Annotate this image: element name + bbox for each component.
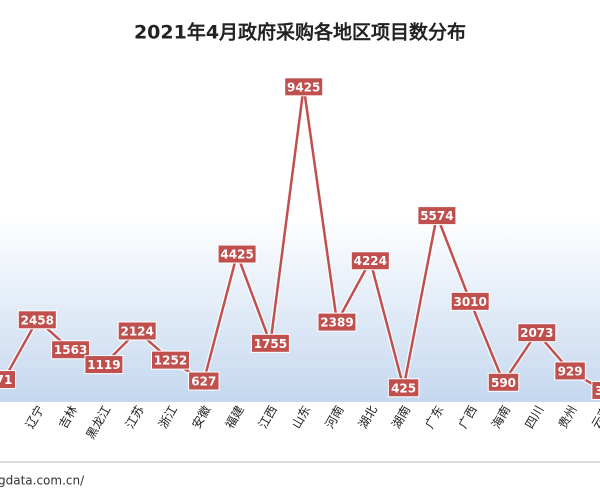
chart-title: 2021年4月政府采购各地区项目数分布 (134, 21, 466, 44)
value-label: 34 (595, 384, 600, 398)
value-label: 2389 (320, 316, 353, 330)
value-label: 1119 (87, 358, 120, 372)
value-label: 3010 (453, 295, 486, 309)
value-label: 425 (391, 381, 416, 395)
label-box (591, 380, 600, 400)
label-box (387, 378, 420, 398)
value-label: 2124 (120, 324, 153, 338)
x-tick-label: 江西 (256, 403, 280, 431)
value-label: 929 (558, 364, 583, 378)
value-label: 1755 (254, 337, 287, 351)
value-label: 2458 (21, 313, 54, 327)
label-box (17, 310, 57, 330)
label-box (450, 291, 490, 311)
x-tick-label: 浙江 (156, 403, 180, 431)
value-label: 627 (191, 375, 216, 389)
value-label: 4224 (354, 254, 387, 268)
value-label: 5574 (420, 209, 453, 223)
value-label: 1252 (154, 354, 187, 368)
x-tick-label: 广东 (422, 403, 446, 431)
label-box (517, 323, 557, 343)
label-box (350, 251, 390, 271)
value-label: 9425 (287, 80, 320, 94)
x-tick-label: 湖北 (355, 403, 380, 431)
x-tick-label: 安徽 (188, 403, 213, 431)
value-label: 71 (0, 373, 12, 387)
label-box (487, 372, 520, 392)
x-tick-label: 海南 (488, 403, 513, 431)
value-label: 2073 (520, 326, 553, 340)
x-tick-label: 湖南 (388, 403, 413, 431)
value-label: 590 (491, 376, 516, 390)
x-tick-label: 广西 (456, 403, 480, 431)
source: gdata.com.cn/ (0, 474, 85, 488)
x-tick-label: 黑龙江 (83, 403, 113, 441)
label-box (51, 340, 91, 360)
x-tick-label: 吉林 (56, 403, 80, 431)
x-tick-label: 福建 (222, 403, 247, 431)
value-label: 1563 (54, 343, 87, 357)
label-box (284, 77, 324, 97)
label-box (151, 350, 190, 370)
label-box (217, 244, 257, 264)
x-tick-label: 云南 (588, 403, 600, 431)
x-tick-label: 辽宁 (22, 403, 47, 431)
x-tick-label: 河南 (322, 403, 347, 431)
label-box (554, 361, 586, 381)
x-tick-label: 四川 (522, 403, 546, 431)
value-label: 4425 (220, 248, 253, 262)
label-box (417, 206, 457, 226)
label-box (0, 370, 16, 390)
label-box (117, 321, 157, 341)
label-box (250, 333, 290, 353)
label-box (84, 355, 124, 375)
x-tick-label: 江苏 (123, 403, 147, 431)
label-box (317, 312, 357, 332)
x-tick-label: 贵州 (556, 403, 580, 431)
x-tick-label: 山东 (289, 403, 313, 431)
label-box (188, 371, 220, 391)
